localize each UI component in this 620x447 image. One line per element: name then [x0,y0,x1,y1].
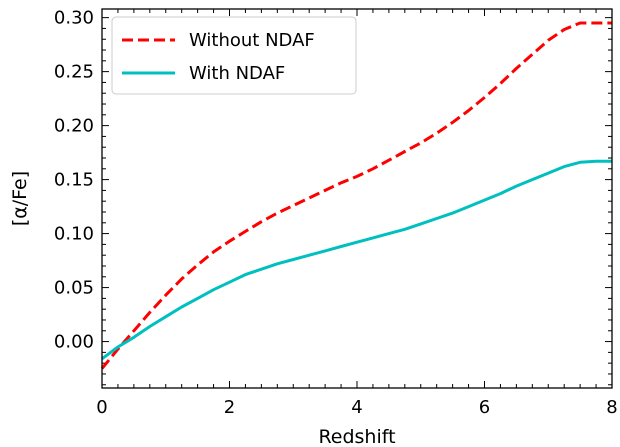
y-tick-label: 0.00 [54,332,94,353]
x-tick-label: 0 [96,397,107,418]
x-tick-label: 6 [479,397,490,418]
y-tick-label: 0.15 [54,170,94,191]
x-axis-label: Redshift [318,426,395,447]
y-tick-label: 0.25 [54,62,94,83]
legend-label-with-ndaf: With NDAF [189,63,285,84]
y-tick-label: 0.20 [54,116,94,137]
x-tick-label: 4 [351,397,362,418]
legend: Without NDAF With NDAF [111,16,357,95]
legend-box [111,16,357,95]
axis-ticks [101,9,613,388]
x-tick-label: 8 [606,397,617,418]
legend-label-without-ndaf: Without NDAF [189,30,315,51]
y-tick-label: 0.30 [54,8,94,29]
series-line-without-ndaf [100,21,612,370]
plot-frame [101,8,613,389]
series-lines [100,21,612,370]
y-tick-label: 0.10 [54,224,94,245]
x-tick-label: 2 [224,397,235,418]
y-axis-label: [α/Fe] [9,171,31,226]
y-tick-label: 0.05 [54,278,94,299]
tick-labels: 0 2 4 6 8 0.00 0.05 0.10 0.15 0.20 0.25 0.30 [54,8,618,418]
series-line-with-ndaf [101,159,612,361]
